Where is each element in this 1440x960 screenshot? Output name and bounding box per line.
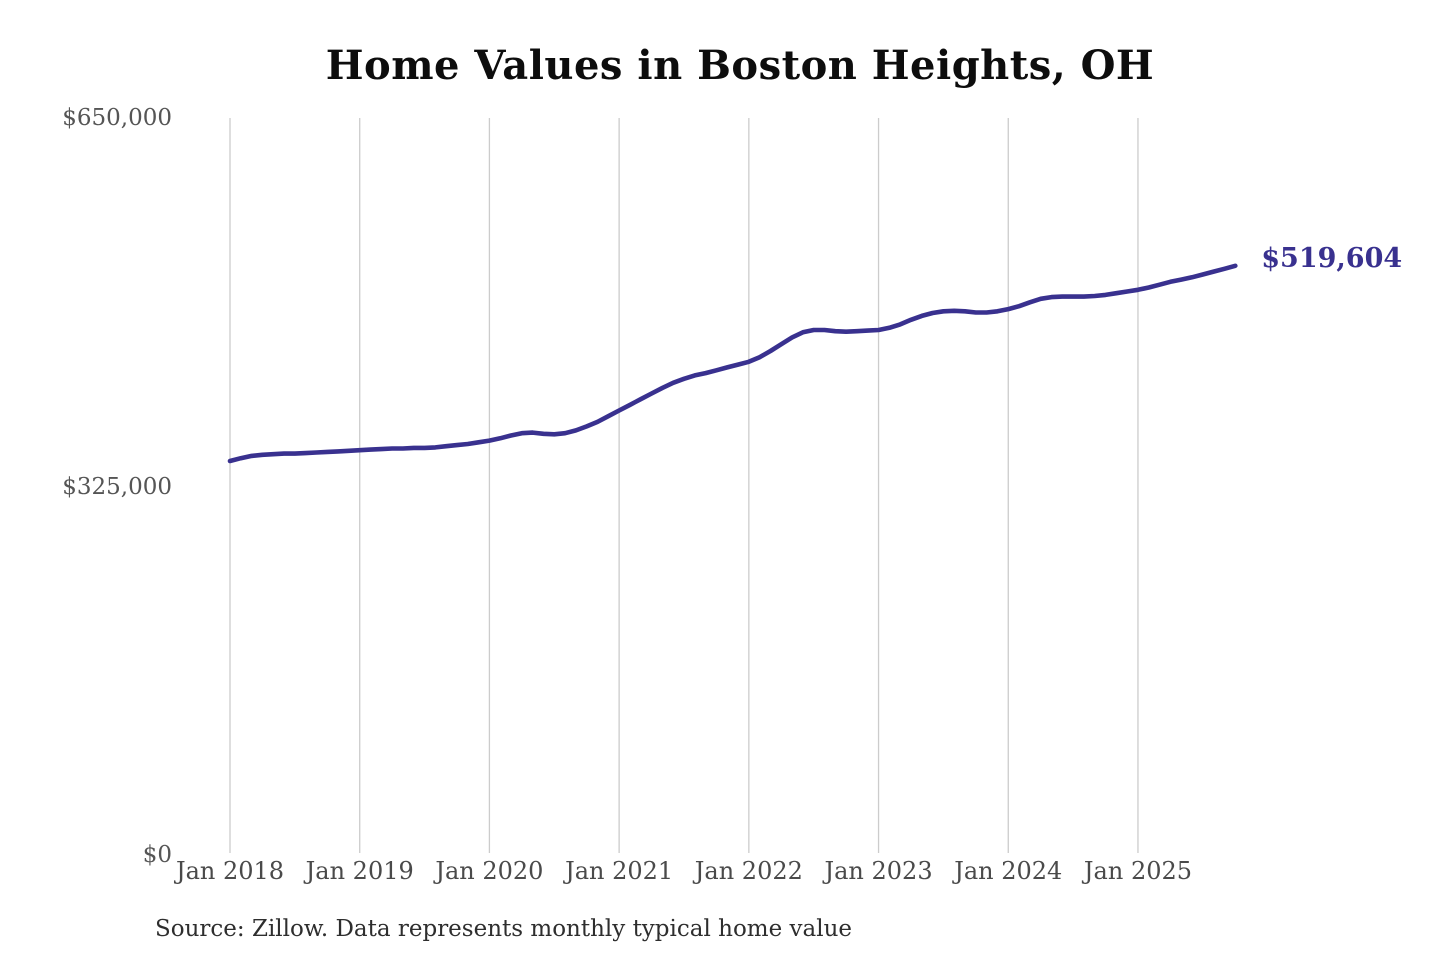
x-axis-tick-label: Jan 2020	[435, 857, 544, 885]
home-value-line-series	[227, 263, 1238, 464]
x-axis-tick-label: Jan 2018	[175, 857, 285, 885]
chart-title: Home Values in Boston Heights, OH	[325, 42, 1155, 89]
x-axis-tick-label: Jan 2022	[694, 857, 803, 885]
source-note: Source: Zillow. Data represents monthly …	[155, 916, 853, 942]
y-axis-tick-label: $0	[142, 842, 172, 868]
latest-value-label: $519,604	[1261, 242, 1403, 274]
x-axis-tick-label: Jan 2025	[1083, 857, 1193, 885]
x-axis-tick-label: Jan 2023	[824, 857, 933, 885]
y-axis-tick-label: $325,000	[62, 473, 172, 500]
x-axis-tick-label: Jan 2024	[954, 857, 1063, 885]
x-axis-tick-label: Jan 2019	[305, 857, 414, 885]
x-axis-tick-label: Jan 2021	[565, 857, 674, 885]
y-axis-tick-label: $650,000	[62, 105, 172, 131]
